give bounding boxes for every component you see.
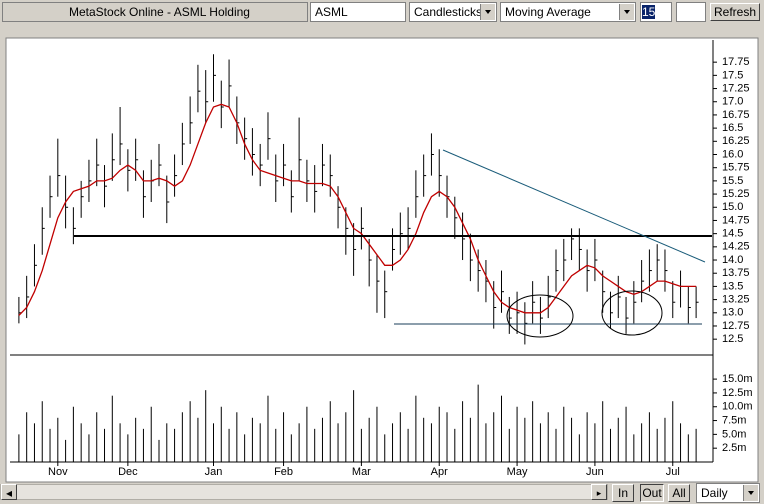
y-tick-label: 12.5m bbox=[722, 387, 753, 399]
indicator-select[interactable]: Moving Average bbox=[500, 2, 636, 22]
y-tick-label: 13.75 bbox=[722, 267, 750, 279]
window-title: MetaStock Online - ASML Holding bbox=[2, 2, 308, 22]
refresh-button[interactable]: Refresh bbox=[710, 3, 760, 21]
y-tick-label: 15.75 bbox=[722, 162, 750, 174]
x-tick-label: Nov bbox=[48, 466, 68, 478]
x-tick-label: Jan bbox=[205, 466, 223, 478]
chart-style: Candlesticks bbox=[414, 5, 483, 19]
y-tick-label: 14.25 bbox=[722, 241, 750, 253]
moving-average-line bbox=[18, 103, 697, 316]
x-tick-label: Dec bbox=[118, 466, 138, 478]
dropdown-arrow bbox=[743, 485, 758, 501]
x-tick-label: Jun bbox=[586, 466, 604, 478]
x-tick-label: Mar bbox=[352, 466, 371, 478]
dropdown-arrow bbox=[480, 4, 495, 20]
y-tick-label: 16.25 bbox=[722, 135, 750, 147]
y-tick-label: 17.25 bbox=[722, 82, 750, 94]
period-input[interactable]: 15 bbox=[640, 2, 672, 22]
y-tick-label: 5.0m bbox=[722, 428, 746, 440]
y-tick-label: 17.5 bbox=[722, 69, 743, 81]
zoom-out-button[interactable]: Out bbox=[640, 484, 664, 502]
y-tick-label: 13.0 bbox=[722, 307, 743, 319]
chart-style-select[interactable]: Candlesticks bbox=[409, 2, 497, 22]
x-tick-label: Apr bbox=[431, 466, 448, 478]
zoom-in-button[interactable]: In bbox=[612, 484, 634, 502]
y-tick-label: 17.75 bbox=[722, 56, 750, 68]
scroll-left[interactable]: ◂ bbox=[1, 484, 17, 500]
zoom-all-button[interactable]: All bbox=[668, 484, 690, 502]
y-tick-label: 15.0m bbox=[722, 373, 753, 385]
y-tick-label: 12.5 bbox=[722, 333, 743, 345]
symbol-input[interactable]: ASML bbox=[310, 2, 406, 22]
indicator: Moving Average bbox=[505, 5, 591, 19]
scroll-right[interactable]: ▸ bbox=[591, 484, 607, 500]
extra-input[interactable] bbox=[676, 2, 706, 22]
y-tick-label: 15.0 bbox=[722, 201, 743, 213]
scrollbar[interactable]: ◂ ▸ bbox=[0, 484, 608, 500]
y-tick-label: 15.5 bbox=[722, 175, 743, 187]
chart-frame bbox=[5, 37, 759, 483]
y-tick-label: 17.0 bbox=[722, 96, 743, 108]
x-tick-label: Jul bbox=[666, 466, 680, 478]
y-tick-label: 2.5m bbox=[722, 442, 746, 454]
pattern-circle bbox=[601, 290, 663, 336]
y-tick-label: 12.75 bbox=[722, 320, 750, 332]
y-tick-label: 13.25 bbox=[722, 294, 750, 306]
x-tick-label: May bbox=[507, 466, 528, 478]
y-tick-label: 10.0m bbox=[722, 401, 753, 413]
y-tick-label: 13.5 bbox=[722, 280, 743, 292]
interval: Daily bbox=[701, 486, 728, 500]
x-tick-label: Feb bbox=[274, 466, 293, 478]
y-tick-label: 14.0 bbox=[722, 254, 743, 266]
pattern-circle bbox=[506, 294, 574, 338]
interval-select[interactable]: Daily bbox=[696, 483, 760, 503]
y-tick-label: 16.75 bbox=[722, 109, 750, 121]
y-tick-label: 14.75 bbox=[722, 214, 750, 226]
y-tick-label: 16.5 bbox=[722, 122, 743, 134]
y-tick-label: 14.5 bbox=[722, 228, 743, 240]
period: 15 bbox=[642, 5, 656, 19]
y-tick-label: 15.25 bbox=[722, 188, 750, 200]
trend-line bbox=[442, 149, 706, 263]
dropdown-arrow bbox=[619, 4, 634, 20]
y-tick-label: 16.0 bbox=[722, 148, 743, 160]
y-tick-label: 7.5m bbox=[722, 414, 746, 426]
